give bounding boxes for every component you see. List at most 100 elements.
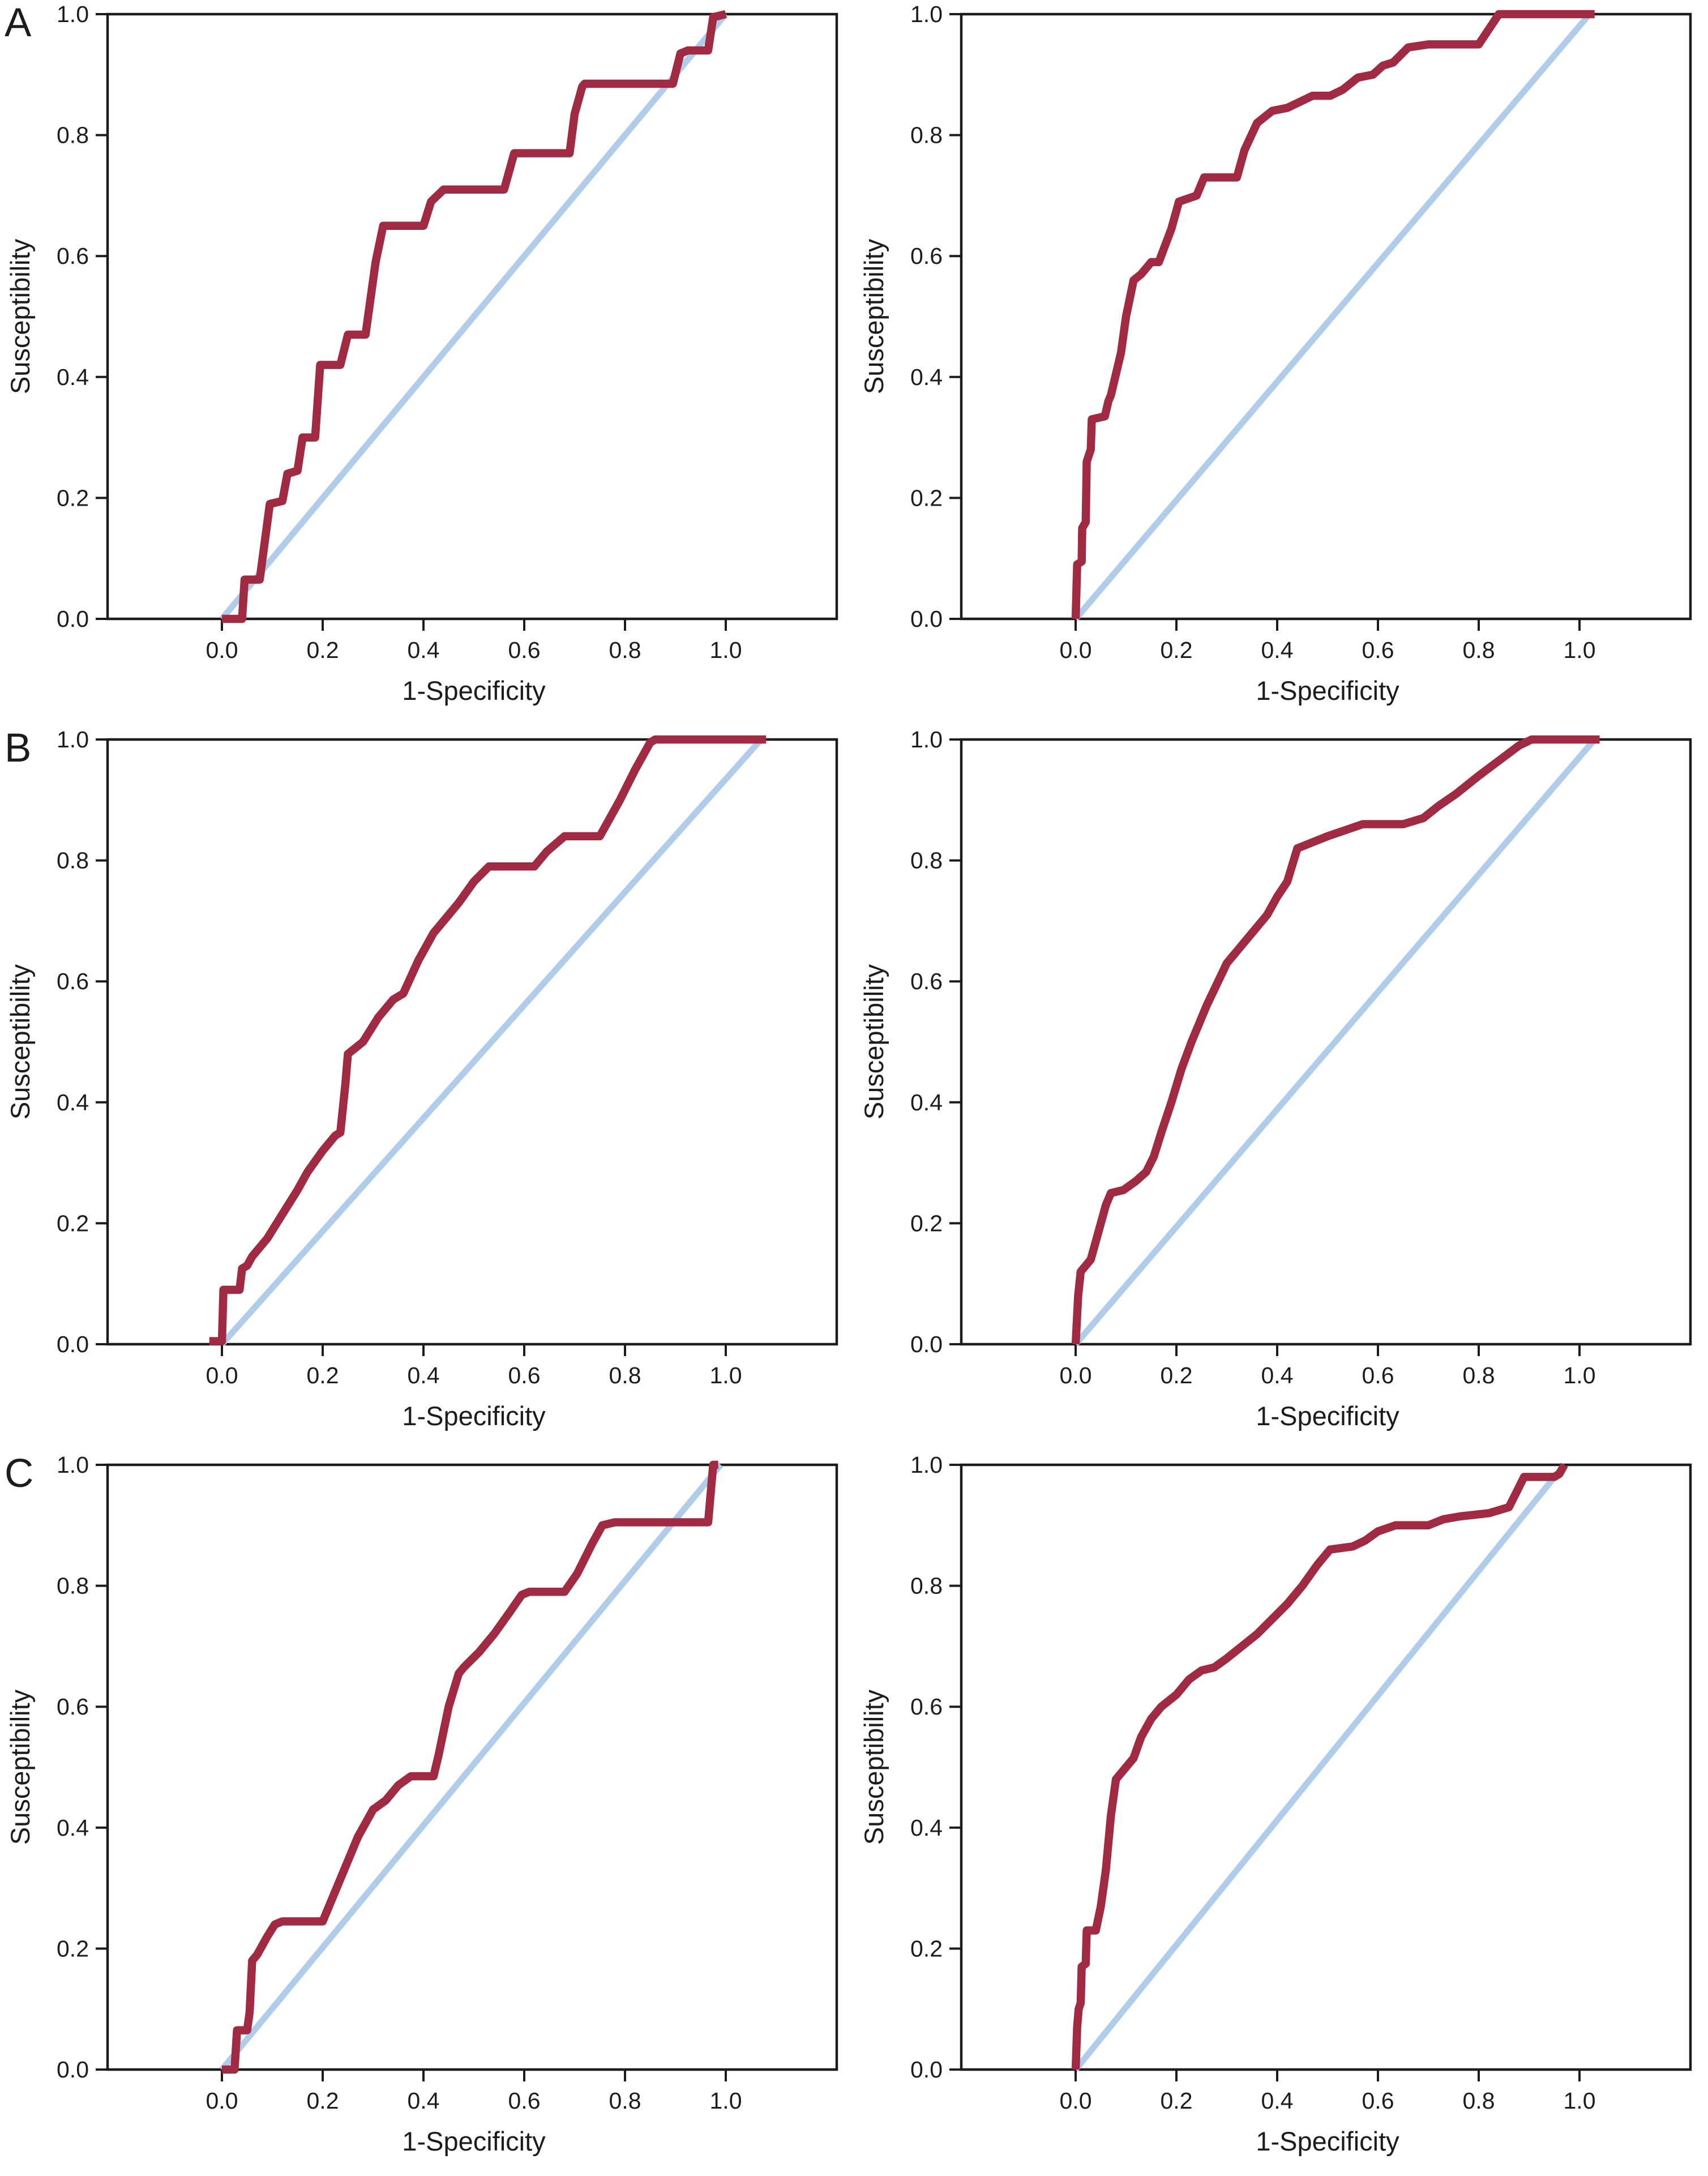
y-axis-label: Susceptibility — [5, 1689, 35, 1845]
y-tick-label: 0.0 — [910, 606, 943, 632]
x-tick-label: 0.4 — [1261, 2088, 1294, 2114]
y-tick-label: 0.4 — [910, 1089, 943, 1115]
x-tick-label: 0.2 — [1161, 2088, 1193, 2114]
x-tick-label: 0.8 — [1463, 637, 1495, 663]
x-tick-label: 0.2 — [1161, 1362, 1193, 1388]
y-tick-label: 1.0 — [910, 726, 943, 753]
roc-curve — [222, 1460, 718, 2074]
reference-diagonal — [219, 12, 729, 621]
y-tick-label: 0.6 — [910, 243, 943, 269]
y-tick-label: 1.0 — [910, 1452, 943, 1478]
roc-curve — [1071, 735, 1600, 1345]
y-tick-label: 0.4 — [910, 1815, 943, 1841]
y-axis-label: Susceptibility — [5, 964, 35, 1119]
y-tick-label: 0.8 — [57, 122, 89, 148]
panel-b-left: B 0.0 0.2 0.4 0.6 0.8 1.0 0.0 0.2 0.4 0.6 0.8 1.0 1-… — [0, 725, 854, 1451]
x-tick-label: 1.0 — [1564, 2088, 1596, 2114]
x-tick-label: 0.6 — [508, 637, 541, 663]
y-tick-label: 0.0 — [910, 2057, 943, 2083]
panel-label-c: C — [5, 1451, 34, 1496]
y-tick-label: 0.0 — [910, 1331, 943, 1357]
panel-label-b: B — [5, 726, 32, 771]
y-tick-label: 1.0 — [57, 1452, 89, 1478]
x-tick-label: 0.8 — [1463, 1362, 1495, 1388]
x-tick-label: 0.6 — [508, 2088, 541, 2114]
y-tick-label: 0.6 — [57, 1694, 89, 1720]
roc-curve — [1071, 10, 1595, 619]
plot-frame — [106, 1463, 838, 2071]
x-axis-label: 1-Specificity — [1256, 2126, 1399, 2156]
y-axis-label: Susceptibility — [859, 1689, 889, 1845]
panel-a-right: 0.0 0.2 0.4 0.6 0.8 1.0 0.0 0.2 0.4 0.6 0.8 1.0 1-Sp… — [854, 0, 1707, 725]
panel-b-right: 0.0 0.2 0.4 0.6 0.8 1.0 0.0 0.2 0.4 0.6 0.8 1.0 1-Sp… — [854, 725, 1707, 1451]
x-tick-label: 0.4 — [408, 637, 440, 663]
y-tick-label: 1.0 — [57, 1, 89, 27]
plot-frame — [960, 738, 1692, 1346]
y-tick-label: 0.6 — [57, 968, 89, 994]
panel-c-right: 0.0 0.2 0.4 0.6 0.8 1.0 0.0 0.2 0.4 0.6 0.8 1.0 1-Sp… — [854, 1451, 1707, 2176]
x-tick-label: 0.2 — [307, 637, 339, 663]
y-tick-label: 0.2 — [910, 1935, 943, 1961]
x-tick-label: 0.4 — [408, 2088, 440, 2114]
roc-curve — [222, 10, 727, 623]
roc-curve — [1071, 1463, 1568, 2070]
y-tick-label: 0.8 — [910, 1573, 943, 1599]
roc-chart-a-right: 0.0 0.2 0.4 0.6 0.8 1.0 0.0 0.2 0.4 0.6 0.8 1.0 1-Sp… — [859, 1, 1692, 706]
x-tick-label: 0.6 — [1362, 637, 1394, 663]
x-tick-label: 0.0 — [206, 2088, 238, 2114]
x-tick-label: 1.0 — [1564, 1362, 1596, 1388]
y-tick-label: 0.2 — [57, 485, 89, 511]
y-tick-label: 0.8 — [910, 122, 943, 148]
x-tick-label: 0.6 — [508, 1362, 541, 1388]
x-tick-label: 0.2 — [1161, 637, 1193, 663]
y-tick-label: 0.0 — [57, 606, 89, 632]
reference-diagonal — [219, 737, 764, 1346]
y-tick-label: 0.8 — [57, 848, 89, 874]
x-tick-label: 1.0 — [1564, 637, 1596, 663]
x-tick-label: 0.6 — [1362, 2088, 1394, 2114]
reference-diagonal — [1073, 12, 1592, 621]
x-axis-label: 1-Specificity — [402, 1401, 546, 1431]
y-axis-label: Susceptibility — [859, 238, 889, 394]
roc-chart-b-left: 0.0 0.2 0.4 0.6 0.8 1.0 0.0 0.2 0.4 0.6 0.8 1.0 1-Sp… — [5, 726, 838, 1431]
x-axis-label: 1-Specificity — [402, 676, 546, 706]
y-tick-label: 0.8 — [57, 1573, 89, 1599]
x-tick-label: 0.2 — [307, 2088, 339, 2114]
x-tick-label: 1.0 — [710, 637, 742, 663]
panel-label-a: A — [5, 1, 32, 45]
x-axis-label: 1-Specificity — [1256, 676, 1399, 706]
plot-frame — [960, 1463, 1692, 2071]
x-tick-label: 0.0 — [1060, 2088, 1092, 2114]
x-tick-label: 0.0 — [206, 1362, 238, 1388]
x-tick-label: 0.8 — [609, 2088, 641, 2114]
y-axis-label: Susceptibility — [859, 964, 889, 1119]
x-tick-label: 0.6 — [1362, 1362, 1394, 1388]
x-tick-label: 0.2 — [307, 1362, 339, 1388]
plot-frame — [106, 738, 838, 1346]
y-tick-label: 0.8 — [910, 848, 943, 874]
y-tick-label: 0.2 — [57, 1210, 89, 1236]
x-tick-label: 0.8 — [609, 1362, 641, 1388]
y-tick-label: 0.4 — [57, 1089, 89, 1115]
x-axis-label: 1-Specificity — [402, 2126, 546, 2156]
panel-a-left: A 0.0 0.2 0.4 0.6 0.8 1.0 0.0 0.2 0.4 0.6 0.8 1.0 1-… — [0, 0, 854, 725]
x-axis-label: 1-Specificity — [1256, 1401, 1399, 1431]
plot-frame — [106, 12, 838, 621]
x-tick-label: 0.8 — [1463, 2088, 1495, 2114]
roc-chart-b-right: 0.0 0.2 0.4 0.6 0.8 1.0 0.0 0.2 0.4 0.6 0.8 1.0 1-Sp… — [859, 726, 1692, 1431]
y-tick-label: 0.0 — [57, 1331, 89, 1357]
y-tick-label: 0.4 — [57, 1815, 89, 1841]
roc-chart-c-right: 0.0 0.2 0.4 0.6 0.8 1.0 0.0 0.2 0.4 0.6 0.8 1.0 1-Sp… — [859, 1452, 1692, 2156]
x-tick-label: 0.4 — [1261, 1362, 1294, 1388]
y-tick-label: 1.0 — [57, 726, 89, 753]
reference-diagonal — [219, 1463, 724, 2072]
y-tick-label: 1.0 — [910, 1, 943, 27]
plot-frame — [960, 12, 1692, 621]
x-tick-label: 0.8 — [609, 637, 641, 663]
y-tick-label: 0.2 — [910, 485, 943, 511]
x-tick-label: 0.0 — [206, 637, 238, 663]
y-tick-label: 0.2 — [57, 1935, 89, 1961]
x-tick-label: 1.0 — [710, 2088, 742, 2114]
y-axis-label: Susceptibility — [5, 238, 35, 394]
